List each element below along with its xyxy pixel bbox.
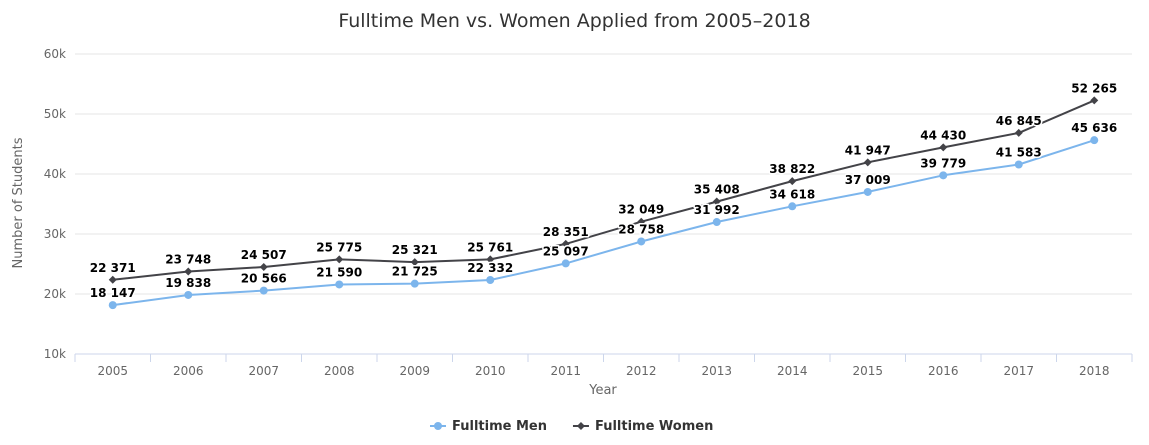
data-label: 32 049 (618, 203, 664, 217)
data-point (788, 202, 797, 211)
data-label: 20 566 (241, 272, 287, 286)
data-label: 37 009 (845, 173, 891, 187)
x-tick-label: 2010 (475, 364, 506, 378)
data-label: 39 779 (920, 156, 966, 170)
data-point (184, 290, 193, 299)
data-label: 44 430 (920, 128, 966, 142)
x-tick-label: 2009 (399, 364, 430, 378)
series-line (112, 99, 1095, 281)
data-point (1090, 96, 1099, 105)
data-label: 25 775 (316, 240, 362, 254)
data-label: 38 822 (769, 162, 815, 176)
data-point (863, 158, 872, 167)
data-point (1014, 128, 1023, 137)
data-point (712, 218, 721, 227)
data-label: 45 636 (1071, 121, 1117, 135)
legend-marker (434, 422, 442, 430)
data-label: 18 147 (90, 286, 136, 300)
y-axis-ticks: 10k 20k 30k 40k 50k 60k (44, 47, 66, 361)
chart-title: Fulltime Men vs. Women Applied from 2005… (338, 10, 810, 32)
x-tick-label: 2005 (97, 364, 128, 378)
x-tick-label: 2011 (550, 364, 581, 378)
series-fulltime-men (108, 136, 1099, 310)
data-label: 21 725 (392, 265, 438, 279)
x-axis-title: Year (588, 383, 617, 398)
x-tick-label: 2007 (248, 364, 279, 378)
x-tick-label: 2013 (701, 364, 732, 378)
data-point (108, 275, 117, 284)
grid-lines (75, 53, 1132, 355)
data-point (788, 177, 797, 186)
y-tick-label: 30k (44, 227, 66, 241)
data-label: 23 748 (165, 253, 211, 267)
y-tick-label: 50k (44, 107, 66, 121)
y-tick-label: 40k (44, 167, 66, 181)
data-point (410, 279, 419, 288)
data-label: 35 408 (694, 183, 740, 197)
data-label: 25 321 (392, 243, 438, 257)
x-tick-label: 2015 (852, 364, 883, 378)
data-point (712, 197, 721, 206)
legend-label: Fulltime Women (595, 419, 713, 434)
data-label: 22 371 (90, 261, 136, 275)
data-label: 25 761 (467, 240, 513, 254)
x-axis-ticks: 2005 2006 2007 2008 2009 2010 2011 2012 2013 2014… (74, 354, 1133, 378)
data-label: 31 992 (694, 203, 740, 217)
y-tick-label: 20k (44, 287, 66, 301)
series-line (112, 139, 1095, 307)
x-tick-label: 2008 (324, 364, 355, 378)
data-point (561, 239, 570, 248)
data-label: 25 097 (543, 244, 589, 258)
data-point (939, 143, 948, 152)
data-label: 46 845 (996, 114, 1042, 128)
data-label: 41 583 (996, 146, 1042, 160)
data-point (939, 171, 948, 180)
data-point (259, 286, 268, 295)
data-point (335, 280, 344, 289)
x-tick-label: 2006 (173, 364, 204, 378)
data-point (259, 262, 268, 271)
data-label: 22 332 (467, 261, 513, 275)
data-point (486, 255, 495, 264)
y-tick-label: 60k (44, 47, 66, 61)
data-point (561, 259, 570, 268)
data-label: 28 351 (543, 225, 589, 239)
data-label: 21 590 (316, 265, 362, 279)
data-point (637, 237, 646, 246)
data-point (108, 301, 117, 310)
data-point (863, 187, 872, 196)
data-point (335, 255, 344, 264)
legend-label: Fulltime Men (452, 419, 547, 434)
data-label: 28 758 (618, 222, 664, 236)
data-point (637, 217, 646, 226)
data-point (1090, 136, 1099, 145)
data-point (1014, 160, 1023, 169)
data-point (486, 276, 495, 285)
data-label: 34 618 (769, 187, 815, 201)
x-tick-label: 2016 (928, 364, 959, 378)
data-label: 19 838 (165, 276, 211, 290)
x-tick-label: 2017 (1003, 364, 1034, 378)
series-layer (108, 96, 1099, 310)
series-fulltime-women (108, 96, 1099, 284)
x-tick-label: 2014 (777, 364, 808, 378)
legend: Fulltime Men Fulltime Women (430, 419, 713, 434)
x-tick-label: 2012 (626, 364, 657, 378)
legend-item-fulltime-women[interactable]: Fulltime Women (572, 419, 713, 434)
y-axis-title: Number of Students (11, 137, 26, 268)
y-tick-label: 10k (44, 347, 66, 361)
data-label: 24 507 (241, 248, 287, 262)
data-labels: 18 147 19 838 20 566 21 590 21 725 22 332 25 0… (88, 80, 1118, 302)
x-tick-label: 2018 (1079, 364, 1110, 378)
legend-item-fulltime-men[interactable]: Fulltime Men (430, 419, 547, 434)
data-label: 52 265 (1071, 81, 1117, 95)
data-point (184, 267, 193, 276)
data-point (410, 258, 419, 267)
data-label: 41 947 (845, 143, 891, 157)
legend-marker (576, 422, 585, 430)
